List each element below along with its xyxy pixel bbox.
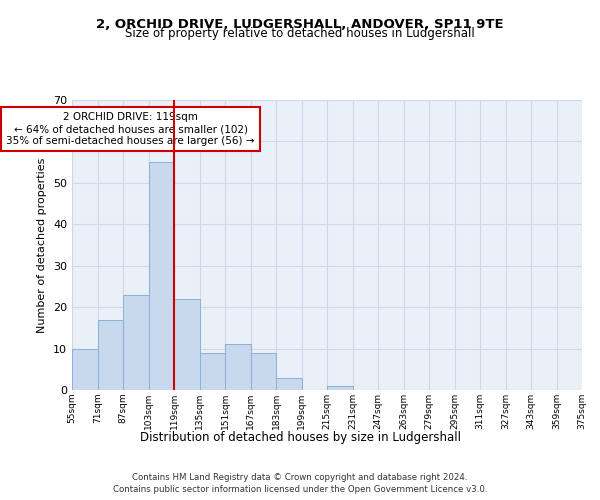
Bar (149, 162, 174, 390)
Text: 2 ORCHID DRIVE: 119sqm
← 64% of detached houses are smaller (102)
35% of semi-de: 2 ORCHID DRIVE: 119sqm ← 64% of detached… (7, 112, 255, 146)
Text: Size of property relative to detached houses in Ludgershall: Size of property relative to detached ho… (125, 28, 475, 40)
Text: 2, ORCHID DRIVE, LUDGERSHALL, ANDOVER, SP11 9TE: 2, ORCHID DRIVE, LUDGERSHALL, ANDOVER, S… (96, 18, 504, 30)
Bar (251, 352, 276, 390)
Bar (97, 320, 123, 390)
Text: Contains public sector information licensed under the Open Government Licence v3: Contains public sector information licen… (113, 486, 487, 494)
Bar (276, 378, 302, 390)
Text: Distribution of detached houses by size in Ludgershall: Distribution of detached houses by size … (139, 431, 461, 444)
Bar (72, 348, 97, 390)
Bar (225, 344, 251, 390)
Text: Contains HM Land Registry data © Crown copyright and database right 2024.: Contains HM Land Registry data © Crown c… (132, 473, 468, 482)
Bar (174, 299, 199, 390)
Bar (327, 386, 353, 390)
Y-axis label: Number of detached properties: Number of detached properties (37, 158, 47, 332)
Bar (199, 352, 225, 390)
Bar (123, 294, 149, 390)
